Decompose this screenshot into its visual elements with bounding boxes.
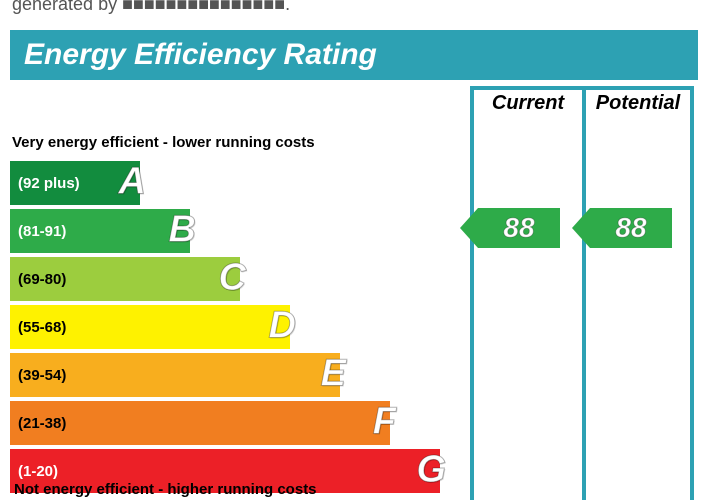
band-letter: D — [269, 305, 296, 348]
band-letter: G — [416, 449, 446, 492]
rating-band-e: (39-54) E — [10, 353, 460, 397]
band-letter: A — [119, 161, 146, 204]
band-letter: B — [169, 209, 196, 252]
current-score-arrow: 88 — [460, 208, 560, 248]
rating-band-a: (92 plus) A — [10, 161, 460, 205]
rating-chart: Very energy efficient - lower running co… — [10, 130, 460, 497]
potential-score-arrow: 88 — [572, 208, 672, 248]
band-range: (69-80) — [18, 271, 66, 288]
potential-column: 88 — [582, 122, 694, 500]
band-range: (81-91) — [18, 223, 66, 240]
rating-band-b: (81-91) B — [10, 209, 460, 253]
arrow-tip-icon — [572, 208, 590, 248]
potential-column-header: Potential — [582, 86, 694, 122]
band-range: (55-68) — [18, 319, 66, 336]
band-range: (39-54) — [18, 367, 66, 384]
band-letter: C — [219, 257, 246, 300]
potential-score-value: 88 — [590, 208, 672, 248]
current-column-header: Current — [470, 86, 582, 122]
efficient-label: Very energy efficient - lower running co… — [10, 130, 460, 155]
band-letter: E — [321, 353, 346, 396]
current-column: 88 — [470, 122, 582, 500]
rating-band-c: (69-80) C — [10, 257, 460, 301]
band-range: (92 plus) — [18, 175, 80, 192]
score-columns-header: Current Potential — [470, 86, 698, 122]
current-score-value: 88 — [478, 208, 560, 248]
rating-bars: (92 plus) A (81-91) B (69-80) C (55-68) D (39-54… — [10, 161, 460, 493]
inefficient-label: Not energy efficient - higher running co… — [12, 477, 319, 502]
arrow-tip-icon — [460, 208, 478, 248]
band-range: (21-38) — [18, 415, 66, 432]
generator-caption: generated by ■■■■■■■■■■■■■■■. — [12, 0, 290, 15]
title-bar: Energy Efficiency Rating — [10, 30, 698, 80]
rating-band-f: (21-38) F — [10, 401, 460, 445]
rating-band-d: (55-68) D — [10, 305, 460, 349]
score-columns: 88 88 — [470, 122, 698, 500]
band-letter: F — [373, 401, 396, 444]
